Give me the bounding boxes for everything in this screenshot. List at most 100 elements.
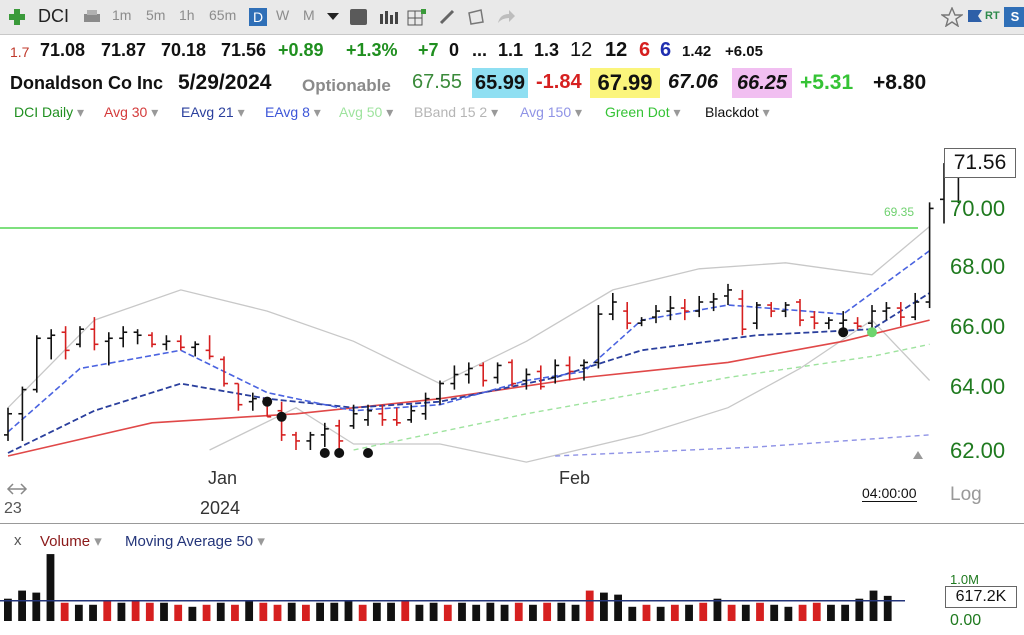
volume-bar [571,604,580,621]
avg150-line [555,434,930,457]
indicator-eavg8[interactable]: EAvg 8 ▾ [265,104,321,121]
indicator-avg30[interactable]: Avg 30 ▾ [104,104,158,121]
pencil-icon[interactable] [438,8,456,26]
grid-add-icon[interactable] [407,8,427,26]
volume-bar [89,604,97,621]
volume-bar [117,602,126,621]
chart-type-icon[interactable] [350,9,367,25]
bar-chart-icon[interactable] [378,9,400,25]
price-chart[interactable] [0,125,1024,523]
x-label-jan: Jan [208,468,238,488]
volume-tick-top: 1.0M [950,572,979,587]
volume-bar [656,606,665,621]
indicator-eavg21[interactable]: EAvg 21 ▾ [181,104,245,121]
indicator-label: EAvg 8 [265,104,310,120]
volume-chart[interactable] [0,548,1024,635]
timeframe-1m[interactable]: 1m [112,7,132,23]
timeframe-m[interactable]: M [303,7,315,23]
dropdown-arrow-icon: ▾ [94,533,102,550]
volume-bar [160,602,168,621]
settings-badge[interactable]: S [1004,7,1024,27]
flag-icon[interactable] [966,8,984,26]
indicator-blackdot[interactable]: Blackdot ▾ [705,104,770,121]
volume-bar [543,602,552,621]
volume-bar [4,598,12,621]
volume-label: Volume [40,533,91,550]
volume-bar [557,602,566,621]
volume-bar [458,602,466,621]
quote-change: +0.89 [278,40,324,60]
indicator-bband[interactable]: BBand 15 2 ▾ [414,104,498,121]
volume-ma-legend[interactable]: Moving Average 50 ▾ [125,532,265,550]
company-name: Donaldson Co Inc [10,73,163,93]
volume-bar [883,595,892,621]
quote-v3: ... [472,40,488,60]
price-tick-66: 66.00 [950,314,1006,339]
time-label: 04:00:00 [862,485,917,502]
quote-v8: 6 [639,39,651,61]
volume-bar [273,604,282,621]
timeframe-65m[interactable]: 65m [209,7,237,23]
print-icon[interactable] [82,9,102,25]
volume-bar [174,604,183,621]
quote-close: 71.56 [221,40,267,60]
indicator-avg150[interactable]: Avg 150 ▾ [520,104,582,121]
volume-bar [600,592,608,621]
indicator-green-dot[interactable]: Green Dot ▾ [605,104,681,121]
quote-v1: +7 [418,40,439,60]
volume-bar [32,592,41,621]
eavg21-line [7,292,931,454]
scroll-up-icon[interactable] [912,450,924,460]
black-dot [276,411,287,422]
timeframe-1h[interactable]: 1h [179,7,195,23]
quote-p4: 67.99 [590,68,660,98]
volume-bar [131,600,140,621]
volume-bar [514,602,523,621]
volume-bar [387,602,395,621]
volume-bar [812,602,821,621]
shape-icon[interactable] [466,8,486,26]
volume-bar [145,602,154,621]
pan-arrows-icon[interactable] [6,482,28,496]
quote-row-2: Donaldson Co Inc 5/29/2024 Optionable 67… [0,68,1024,98]
indicator-label: Avg 50 [339,104,383,120]
avg30-line [7,319,930,457]
quote-v5: 1.3 [534,40,560,60]
volume-close-icon[interactable]: x [14,532,22,549]
timeframe-5m[interactable]: 5m [146,7,166,23]
log-scale-label[interactable]: Log [950,484,982,505]
timeframe-dropdown-icon[interactable] [327,13,339,21]
volume-bar [628,606,637,621]
black-dot [838,327,849,338]
volume-bar [216,602,225,621]
volume-bar [585,590,594,621]
timeframe-d[interactable]: D [249,8,267,26]
timeframe-w[interactable]: W [276,7,290,23]
indicator-dci-daily[interactable]: DCI Daily ▾ [14,104,84,121]
volume-bar [841,604,850,621]
share-arrow-icon[interactable] [495,8,517,26]
volume-bar [713,598,722,621]
star-icon[interactable] [941,7,963,27]
volume-legend-label[interactable]: Volume ▾ [40,532,102,550]
dropdown-arrow-icon: ▾ [673,104,681,120]
black-dot [363,448,373,459]
add-icon[interactable] [8,8,26,26]
symbol-label[interactable]: DCI [38,6,69,26]
indicator-label: DCI Daily [14,104,74,120]
black-dot [334,448,345,459]
green-line-label: 69.35 [884,205,915,219]
volume-bar [316,602,324,621]
volume-bar [443,604,452,621]
indicator-label: Green Dot [605,104,670,120]
price-tick-62: 62.00 [950,438,1006,463]
volume-bar [855,598,864,621]
panel-divider[interactable] [0,523,1024,524]
quote-row-1: 1.7 71.08 71.87 70.18 71.56 +0.89 +1.3% … [0,38,1024,64]
indicator-avg50[interactable]: Avg 50 ▾ [339,104,393,121]
current-price-box: 71.56 [944,148,1016,178]
dropdown-arrow-icon: ▾ [386,104,394,120]
volume-bar [756,602,764,621]
price-tick-70: 70.00 [950,196,1006,221]
volume-bar [372,602,381,621]
